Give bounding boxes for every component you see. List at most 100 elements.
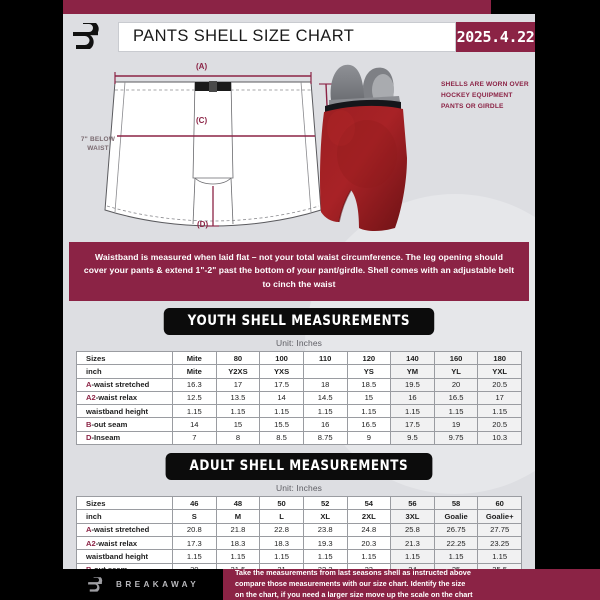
- table-row: A2-waist relax 12.5 13.5 14 14.5 15 16 16.5 17: [76, 390, 522, 406]
- table-cell: 58: [433, 496, 479, 511]
- table-row: waistband height 1.15 1.15 1.15 1.15 1.15 1.15…: [76, 404, 522, 419]
- row-label: A-waist stretched: [76, 377, 173, 392]
- table-row: Sizes 46 48 50 52 54 56 58 60: [76, 496, 522, 511]
- table-cell: 10.3: [477, 430, 522, 446]
- table-cell: 54: [346, 496, 392, 511]
- table-cell: 1.15: [477, 549, 522, 564]
- table-cell: YS: [346, 364, 392, 379]
- table-cell: 22.25: [433, 535, 479, 551]
- table-cell: 23.8: [302, 522, 348, 537]
- row-label: D-Inseam: [76, 430, 173, 446]
- table-cell: 1.15: [215, 404, 261, 419]
- table-cell: 13.5: [215, 390, 261, 406]
- adult-section-header: ADULT SHELL MEASUREMENTS: [63, 453, 535, 481]
- row-label: Sizes: [76, 350, 173, 366]
- breakaway-b-logo-icon: [63, 20, 118, 54]
- row-mark: B: [86, 565, 91, 569]
- table-cell: Mite: [172, 364, 217, 379]
- row-mark: A2: [86, 393, 96, 403]
- table-cell: Y2XS: [215, 364, 261, 379]
- table-cell: 1.15: [390, 404, 435, 419]
- table-cell: 17.5: [259, 377, 304, 392]
- table-cell: 25.8: [390, 522, 435, 537]
- table-cell: 1.15: [302, 549, 348, 564]
- diagram-label-d: (D): [197, 220, 209, 229]
- footer: BREAKAWAY Take the measurements from las…: [63, 568, 600, 600]
- row-label: inch: [76, 509, 173, 524]
- table-cell: 110: [302, 350, 348, 366]
- table-cell: 17.3: [172, 535, 217, 551]
- adult-pill-label: ADULT SHELL MEASUREMENTS: [165, 453, 433, 481]
- table-cell: YXL: [477, 364, 522, 379]
- row-mark: D: [86, 433, 92, 443]
- table-row: Sizes Mite 80 100 110 120 140 160 180: [76, 350, 522, 366]
- date-badge: 2025.4.22: [456, 21, 535, 52]
- below-waist-label: 7" BELOW WAIST: [80, 136, 116, 152]
- table-cell: 20.5: [477, 417, 522, 432]
- footer-brand-text: BREAKAWAY: [116, 580, 200, 589]
- shell-usage-note: SHELLS ARE WORN OVER HOCKEY EQUIPMENT PA…: [441, 81, 529, 110]
- table-cell: 8.75: [302, 430, 348, 446]
- table-cell: 46: [172, 496, 217, 511]
- table-cell: 1.15: [302, 404, 348, 419]
- table-cell: 16: [302, 417, 348, 432]
- chart-title-box: PANTS SHELL SIZE CHART: [118, 21, 456, 52]
- table-cell: 12.5: [172, 390, 217, 406]
- table-cell: 16: [390, 390, 435, 406]
- footer-line-2: compare those measurements with our size…: [235, 579, 466, 589]
- table-cell: 16.5: [346, 417, 392, 432]
- table-cell: 100: [259, 350, 304, 366]
- top-maroon-strip: [63, 0, 491, 14]
- table-cell: 1.15: [433, 404, 479, 419]
- table-row: waistband height 1.15 1.15 1.15 1.15 1.15 1.15…: [76, 549, 522, 564]
- table-cell: 18: [302, 377, 348, 392]
- table-row: A-waist stretched 20.8 21.8 22.8 23.8 24.8 25.…: [76, 522, 522, 537]
- header: PANTS SHELL SIZE CHART 2025.4.22: [63, 14, 535, 54]
- table-cell: 2XL: [346, 509, 392, 524]
- table-cell: 16.3: [172, 377, 217, 392]
- row-label: A2-waist relax: [76, 535, 173, 551]
- youth-unit-label: Unit: Inches: [275, 337, 323, 348]
- table-cell: 20.3: [346, 535, 392, 551]
- table-cell: 9.5: [390, 430, 435, 446]
- table-row: A-waist stretched 16.3 17 17.5 18 18.5 19.5 20 2…: [76, 377, 522, 392]
- adult-measurements-table: Sizes 46 48 50 52 54 56 58 60 inch S M L XL 2XL 3XL Goal…: [76, 496, 522, 569]
- table-cell: 1.15: [346, 549, 392, 564]
- table-cell: 18.3: [259, 535, 304, 551]
- table-cell: 26.75: [433, 522, 479, 537]
- youth-section-header: YOUTH SHELL MEASUREMENTS: [63, 307, 535, 335]
- table-cell: L: [259, 509, 304, 524]
- row-mark: A2: [86, 538, 96, 548]
- table-cell: 23.25: [477, 535, 522, 551]
- table-cell: 20.8: [172, 522, 217, 537]
- table-cell: 9: [346, 430, 392, 446]
- table-row: A2-waist relax 17.3 18.3 18.3 19.3 20.3 21.3 22…: [76, 535, 522, 551]
- table-cell: XL: [302, 509, 348, 524]
- table-cell: YXS: [259, 364, 304, 379]
- row-label: B-out seam: [76, 417, 173, 432]
- table-cell: 1.15: [259, 404, 304, 419]
- table-cell: 52: [302, 496, 348, 511]
- row-label: A2-waist relax: [76, 390, 173, 406]
- table-cell: 8.5: [259, 430, 304, 446]
- table-cell: 1.15: [172, 404, 217, 419]
- table-cell: 1.15: [346, 404, 392, 419]
- table-cell: 16.5: [433, 390, 479, 406]
- red-hockey-pant-shell-photo: [320, 64, 407, 231]
- table-cell: 3XL: [390, 509, 435, 524]
- table-cell: 56: [390, 496, 435, 511]
- table-cell: 48: [215, 496, 261, 511]
- table-cell: Mite: [172, 350, 217, 366]
- row-label: B-out seam: [76, 562, 173, 569]
- table-cell: 15: [346, 390, 392, 406]
- table-cell: 1.15: [477, 404, 522, 419]
- row-label: inch: [76, 364, 173, 379]
- table-cell: YM: [390, 364, 435, 379]
- row-mark: B: [86, 420, 92, 430]
- table-cell: 19.3: [302, 535, 348, 551]
- row-label: Sizes: [76, 496, 173, 511]
- table-row: inch Mite Y2XS YXS YS YM YL YXL: [76, 364, 522, 379]
- page-title: PANTS SHELL SIZE CHART: [133, 27, 355, 45]
- table-cell: 15.5: [259, 417, 304, 432]
